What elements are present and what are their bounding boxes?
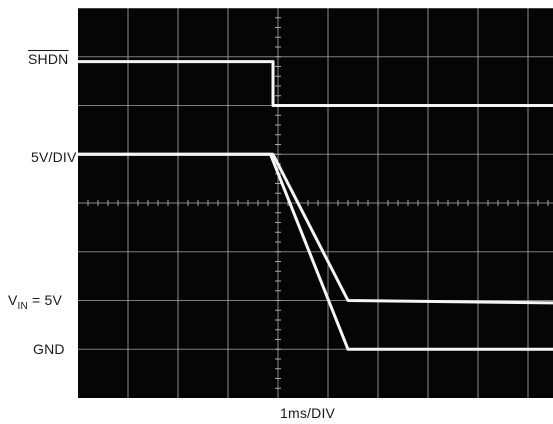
- time-scale-label: 1ms/DIV: [280, 405, 336, 421]
- vin-label: VIN = 5V: [8, 292, 63, 312]
- vin-subscript: IN: [17, 301, 28, 312]
- vin-suffix: = 5V: [27, 292, 63, 308]
- oscilloscope-screen: [78, 8, 553, 398]
- shdn-label: SHDN: [28, 51, 69, 67]
- vertical-scale-label: 5V/DIV: [31, 149, 77, 165]
- gnd-label: GND: [33, 341, 65, 357]
- trace-vout-b: [78, 152, 553, 351]
- traces: [78, 60, 553, 351]
- trace-shdn: [78, 60, 553, 107]
- vin-prefix: V: [8, 292, 18, 308]
- trace-vout-a: [78, 152, 553, 305]
- graticule: [78, 8, 553, 398]
- oscilloscope-plot: [78, 8, 553, 398]
